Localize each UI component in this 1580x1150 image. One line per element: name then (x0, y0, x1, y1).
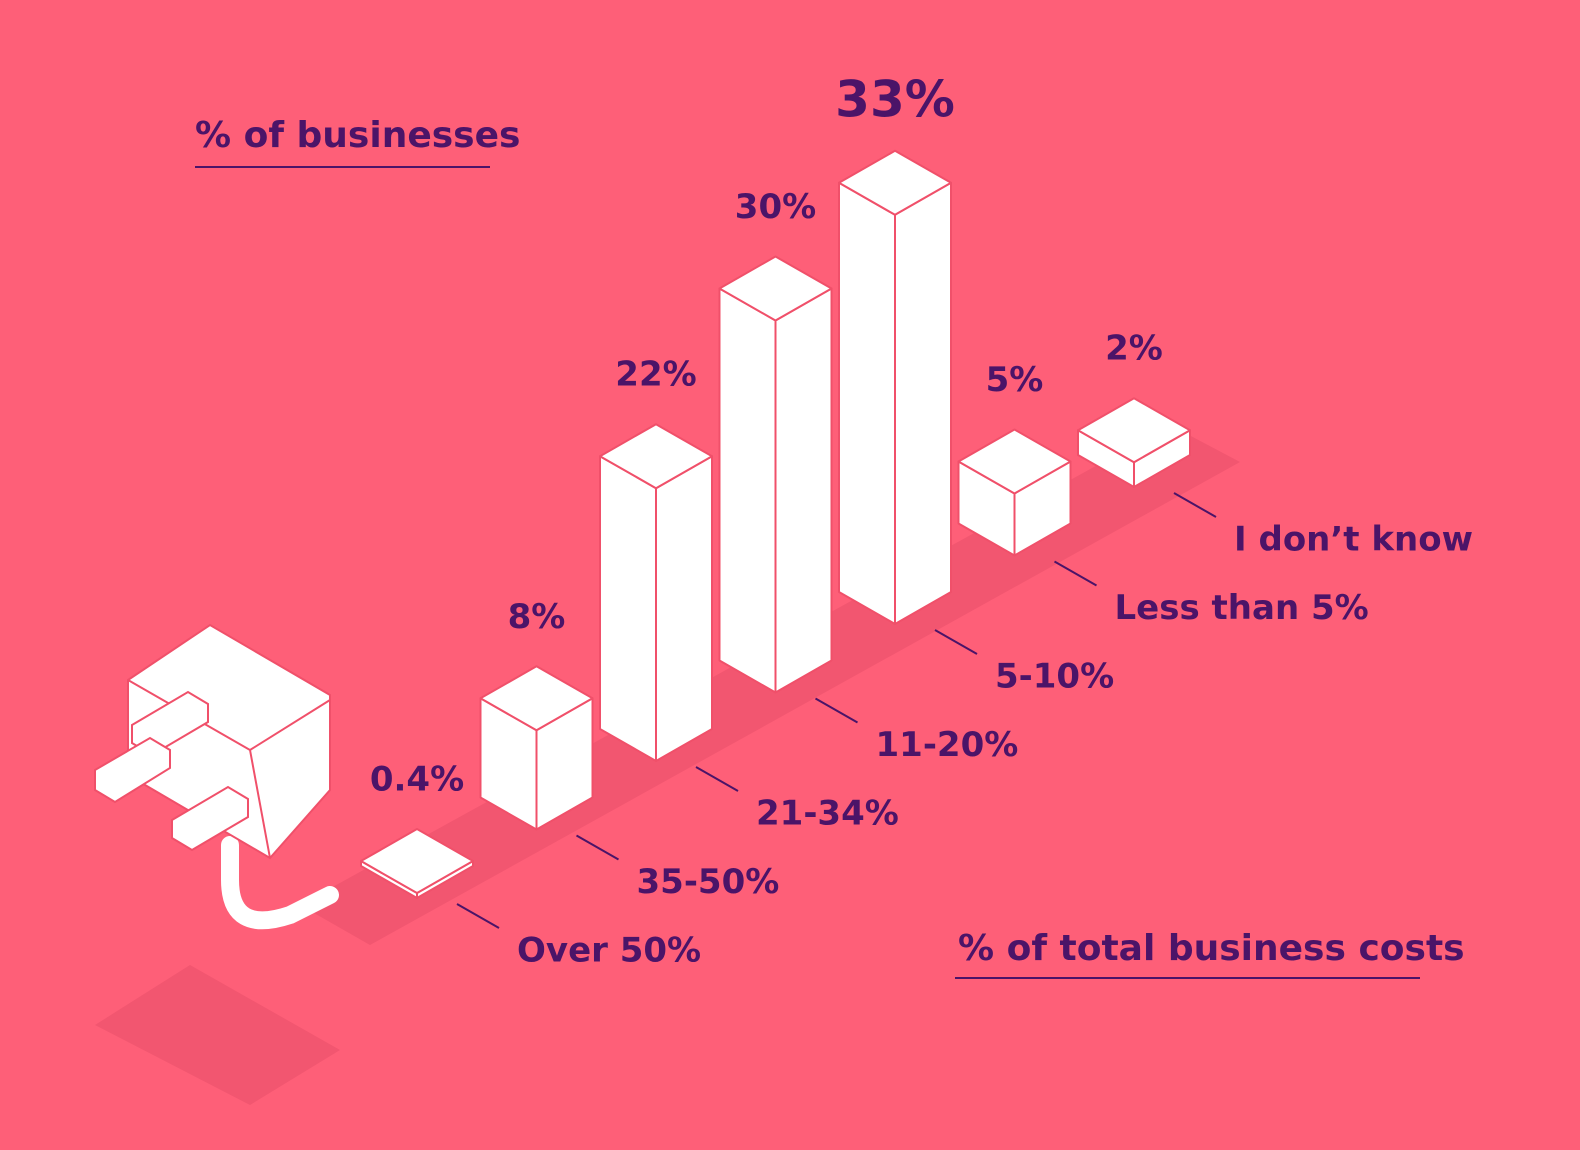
bar-left-face (599, 455, 657, 762)
bar-top-face (1077, 397, 1191, 464)
category-label: 35-50% (637, 862, 780, 902)
value-label: 8% (508, 597, 566, 637)
category-label: Less than 5% (1115, 588, 1369, 628)
category-leader (1173, 492, 1217, 518)
value-label: 5% (986, 360, 1044, 400)
y-axis-title: % of businesses (195, 115, 520, 156)
category-label: Over 50% (517, 931, 701, 971)
bar (479, 665, 594, 831)
plug-shadow (95, 965, 340, 1105)
bar-right-face (655, 455, 713, 762)
category-label: 21-34% (756, 794, 899, 834)
bar-right-face (774, 287, 833, 694)
bar-top-face (599, 423, 713, 490)
category-leader (1054, 560, 1097, 587)
bar (360, 828, 474, 899)
x-axis-title: % of total business costs (958, 928, 1465, 969)
bar (838, 149, 952, 625)
bar (1077, 397, 1191, 488)
value-label: 0.4% (370, 760, 464, 800)
bar-left-face (838, 181, 896, 625)
category-leader (456, 903, 500, 929)
plug (94, 623, 339, 930)
category-leader (695, 766, 739, 792)
bar-top-face (718, 255, 833, 322)
bar-top-face (838, 149, 952, 216)
bar-top-face (957, 428, 1072, 495)
value-label: 22% (615, 355, 696, 395)
value-label: 33% (835, 70, 955, 128)
value-label: 2% (1105, 329, 1163, 369)
category-leader (934, 629, 978, 655)
bar-top-face (479, 665, 594, 732)
category-leader (576, 834, 619, 861)
bar (957, 428, 1072, 557)
bar-top-face (360, 828, 474, 895)
category-label: I don’t know (1234, 520, 1473, 560)
bar (718, 255, 833, 694)
category-label: 11-20% (876, 725, 1019, 765)
bar-right-face (894, 181, 952, 625)
bar-left-face (718, 287, 777, 694)
bar (599, 423, 713, 762)
value-label: 30% (735, 187, 816, 227)
category-label: 5-10% (995, 657, 1114, 697)
category-leader (815, 697, 858, 724)
